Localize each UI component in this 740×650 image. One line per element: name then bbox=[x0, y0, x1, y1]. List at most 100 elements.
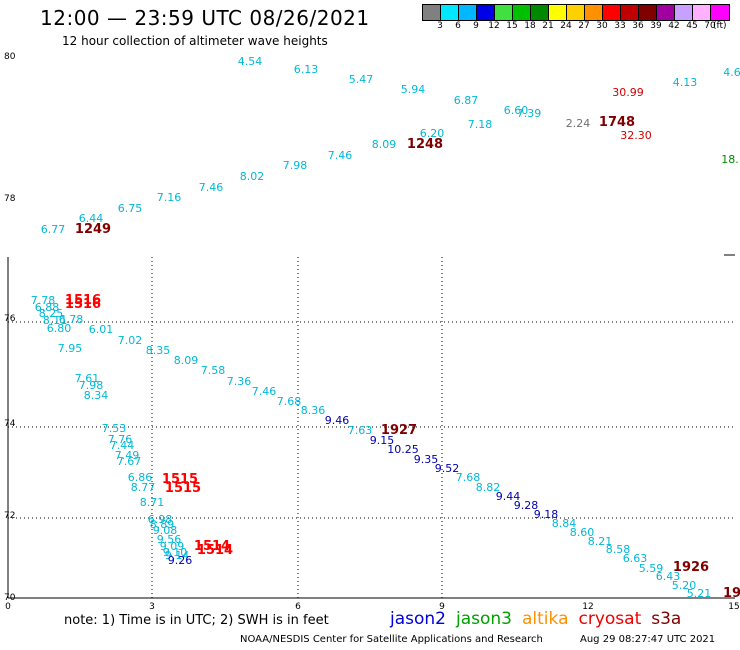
pass-time-label: 1515 bbox=[165, 481, 201, 496]
wave-height-label: 5.47 bbox=[349, 73, 374, 86]
wave-height-label: 5.20 bbox=[672, 579, 697, 592]
legend-label: 12 bbox=[488, 21, 500, 31]
wave-height-label: 8.82 bbox=[476, 481, 501, 494]
wave-height-label: 7.46 bbox=[328, 149, 353, 162]
wave-height-label: 8.35 bbox=[146, 344, 171, 357]
pass-time-label: 1926 bbox=[673, 560, 709, 575]
wave-height-label: 7.98 bbox=[283, 159, 308, 172]
wave-height-label: 9.15 bbox=[370, 434, 395, 447]
wave-height-label: 6.63 bbox=[623, 552, 648, 565]
pass-time-label: 1516 bbox=[65, 293, 101, 308]
wave-height-label: 6.80 bbox=[47, 322, 72, 335]
pass-time-label: 1514 bbox=[197, 543, 233, 558]
wave-height-label: 7.63 bbox=[348, 424, 373, 437]
legend-label: 3 bbox=[437, 21, 443, 31]
wave-height-label: 4.13 bbox=[673, 76, 698, 89]
pass-time-label: 1514 bbox=[194, 539, 230, 554]
wave-height-label: 7.76 bbox=[108, 433, 133, 446]
wave-height-label: 9.44 bbox=[496, 490, 521, 503]
wave-height-label: 9.14 bbox=[165, 549, 190, 562]
wave-height-label: 30.99 bbox=[612, 86, 644, 99]
legend-swatch bbox=[639, 5, 657, 20]
y-tick-label: 80 bbox=[4, 52, 16, 62]
legend-label: 15 bbox=[506, 21, 518, 31]
wave-height-label: 7.02 bbox=[118, 334, 143, 347]
legend-swatch bbox=[585, 5, 603, 20]
wave-height-label: 6.44 bbox=[79, 212, 104, 225]
pass-time-label: 1515 bbox=[162, 472, 198, 487]
satellite-s3a: s3a bbox=[651, 609, 682, 629]
color-scale-labels: 3 6 9 12 15 18 21 24 27 30 33 36 39 42 45 70 bbox=[422, 21, 740, 33]
wave-height-label: 7.95 bbox=[58, 342, 83, 355]
wave-height-label: 6.13 bbox=[294, 63, 319, 76]
chart-title: 12:00 — 23:59 UTC 08/26/2021 bbox=[40, 6, 370, 30]
satellite-cryosat: cryosat bbox=[578, 609, 642, 629]
legend-swatch bbox=[693, 5, 711, 20]
wave-height-label: 8.58 bbox=[606, 543, 631, 556]
wave-height-label: 7.44 bbox=[110, 439, 135, 452]
pass-time-label: 1249 bbox=[75, 222, 111, 237]
legend-swatch bbox=[567, 5, 585, 20]
wave-height-label: 4.6 bbox=[723, 66, 740, 79]
x-tick-label: 6 bbox=[295, 602, 301, 612]
x-tick-label: 0 bbox=[5, 602, 11, 612]
satellite-legend: jason2 jason3 altika cryosat s3a bbox=[390, 609, 681, 629]
wave-height-label: 7.61 bbox=[75, 372, 100, 385]
wave-height-label: 10.25 bbox=[387, 443, 419, 456]
legend-swatch bbox=[477, 5, 495, 20]
wave-height-label: 6.98 bbox=[148, 513, 173, 526]
wave-height-label: 8.84 bbox=[552, 517, 577, 530]
x-tick-label: 9 bbox=[439, 602, 445, 612]
pass-time-label: 19 bbox=[723, 586, 740, 601]
legend-label: 9 bbox=[473, 21, 479, 31]
wave-height-label: 7.36 bbox=[227, 375, 252, 388]
wave-height-label: 9.35 bbox=[414, 453, 439, 466]
wave-height-label: 7.78 bbox=[31, 294, 56, 307]
legend-label: 70 bbox=[704, 21, 716, 31]
y-tick-label: 74 bbox=[4, 419, 16, 429]
legend-label: 27 bbox=[578, 21, 590, 31]
wave-height-label: 32.30 bbox=[620, 129, 652, 142]
wave-height-label: 7.46 bbox=[199, 181, 224, 194]
pass-time-label: 1748 bbox=[599, 115, 635, 130]
x-tick-label: 12 bbox=[582, 602, 593, 612]
wave-height-label: 7.58 bbox=[201, 364, 226, 377]
legend-swatch bbox=[621, 5, 639, 20]
wave-height-label: 9.46 bbox=[325, 414, 350, 427]
chart-subtitle: 12 hour collection of altimeter wave hei… bbox=[62, 34, 328, 48]
wave-height-label: 7.18 bbox=[468, 118, 493, 131]
wave-height-label: 9.18 bbox=[534, 508, 559, 521]
timestamp: Aug 29 08:27:47 UTC 2021 bbox=[580, 634, 716, 645]
wave-height-label: 8.25 bbox=[39, 307, 64, 320]
wave-height-label: 8.89 bbox=[150, 518, 175, 531]
credit-line: NOAA/NESDIS Center for Satellite Applica… bbox=[240, 634, 543, 645]
legend-label: 6 bbox=[455, 21, 461, 31]
wave-height-label: 7.39 bbox=[517, 107, 542, 120]
legend-swatch bbox=[495, 5, 513, 20]
legend-label: 45 bbox=[686, 21, 698, 31]
wave-height-label: 6.60 bbox=[504, 104, 529, 117]
legend-label: 39 bbox=[650, 21, 662, 31]
wave-height-label: 7.68 bbox=[277, 395, 302, 408]
legend-label: 33 bbox=[614, 21, 626, 31]
wave-height-label: 9.08 bbox=[153, 524, 178, 537]
wave-height-label: 9.52 bbox=[435, 462, 460, 475]
wave-height-label: 9.56 bbox=[157, 533, 182, 546]
legend-swatch bbox=[549, 5, 567, 20]
wave-height-label: 8.11 bbox=[43, 314, 68, 327]
y-tick-label: 78 bbox=[4, 194, 16, 204]
pass-time-label: 1516 bbox=[65, 297, 101, 312]
x-tick-label: 3 bbox=[149, 602, 155, 612]
wave-height-label: 9.26 bbox=[168, 554, 193, 567]
pass-time-label: 1248 bbox=[407, 137, 443, 152]
satellite-jason2: jason2 bbox=[390, 609, 446, 629]
legend-swatch bbox=[657, 5, 675, 20]
legend-label: 21 bbox=[542, 21, 554, 31]
y-tick-label: 76 bbox=[4, 314, 16, 324]
wave-height-label: 5.94 bbox=[401, 83, 426, 96]
wave-height-label: 18. bbox=[721, 153, 739, 166]
legend-swatch bbox=[459, 5, 477, 20]
pass-time-label: 1927 bbox=[381, 423, 417, 438]
wave-height-label: 8.09 bbox=[174, 354, 199, 367]
